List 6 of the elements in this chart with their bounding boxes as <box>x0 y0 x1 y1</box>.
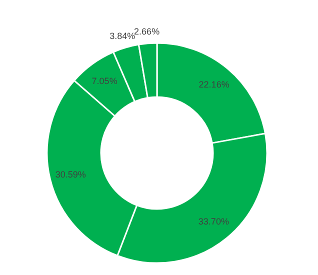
data-label: 33.70% <box>198 216 229 227</box>
data-label: 22.16% <box>198 80 230 90</box>
data-label: 7.05% <box>92 76 118 86</box>
data-label: 2.66% <box>134 26 160 36</box>
data-label: 30.59% <box>55 169 86 180</box>
data-label: 3.84% <box>110 31 136 42</box>
